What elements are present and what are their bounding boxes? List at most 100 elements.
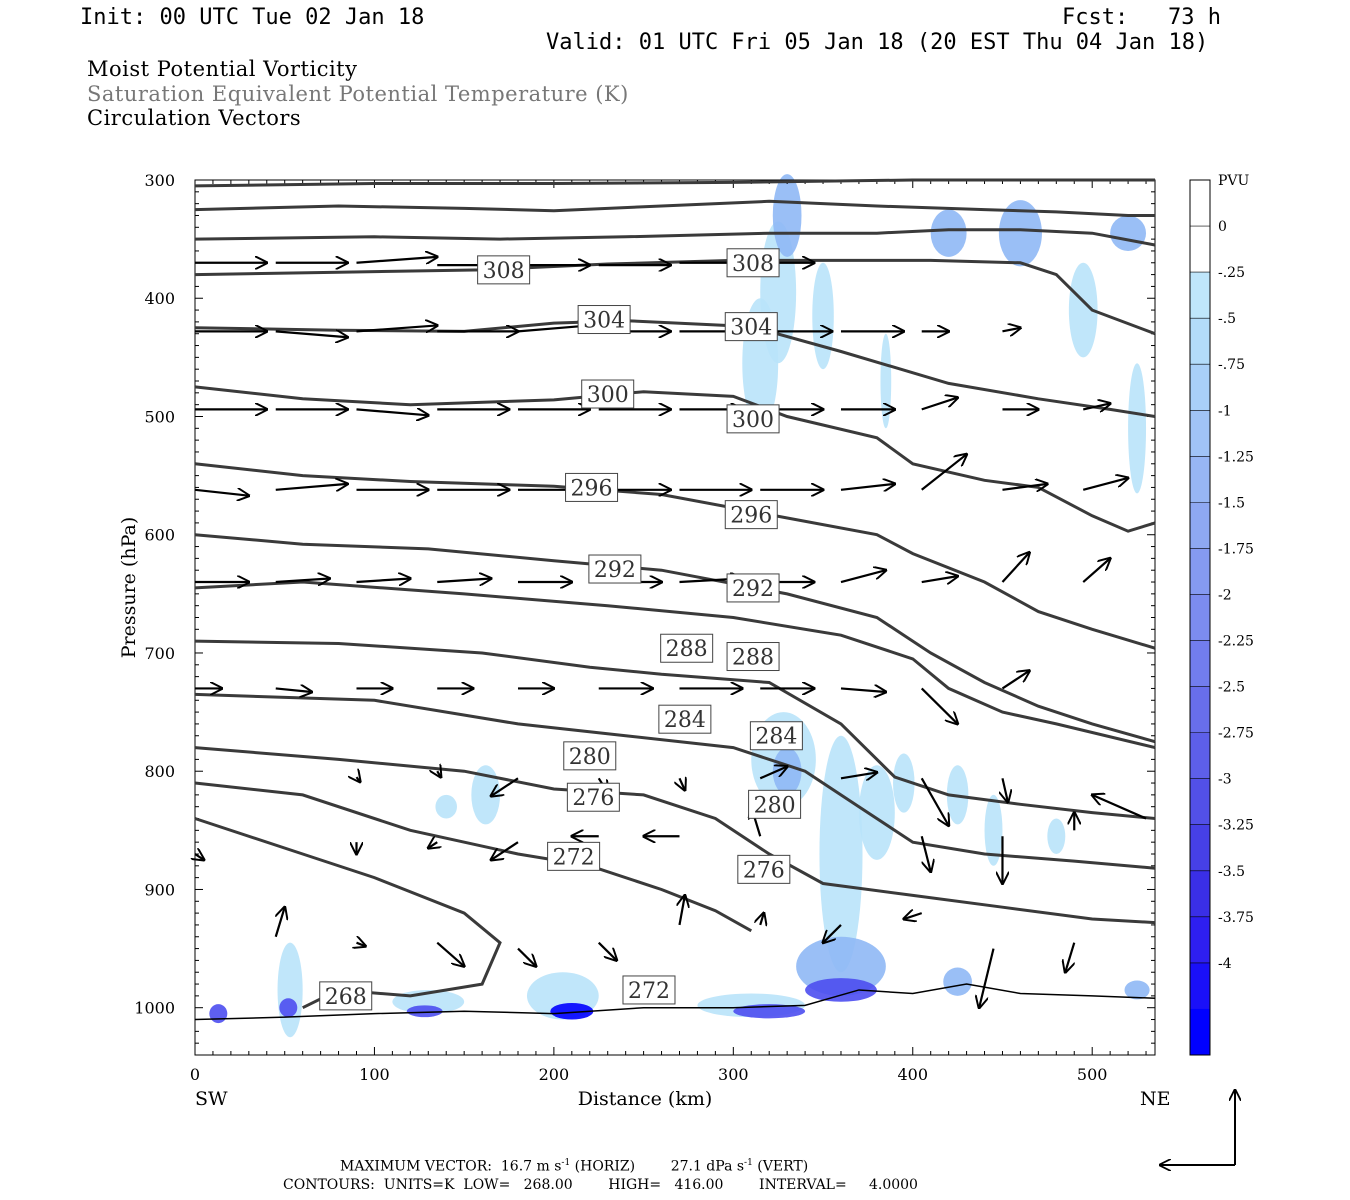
colorbar-segment-6 bbox=[1190, 456, 1210, 503]
circulation-vector-51 bbox=[840, 570, 886, 584]
contour-label-276: 276 bbox=[572, 786, 614, 811]
contour-label-308: 308 bbox=[732, 252, 774, 277]
circulation-vector-45 bbox=[356, 578, 410, 582]
contour-label-300: 300 bbox=[732, 408, 774, 433]
colorbar-label: -3.75 bbox=[1218, 910, 1254, 926]
colorbar-segment-10 bbox=[1190, 640, 1210, 688]
circulation-vector-94 bbox=[904, 913, 923, 919]
field-title-thetaes: Saturation Equivalent Potential Temperat… bbox=[87, 82, 629, 106]
colorbar-segment-3 bbox=[1190, 318, 1210, 365]
forecast-hour: Fcst: 73 h bbox=[1062, 5, 1221, 30]
x-tick-label: 200 bbox=[539, 1065, 570, 1084]
contour-label-box-19 bbox=[622, 975, 676, 1005]
contour-label-box-10 bbox=[660, 633, 714, 663]
circulation-vector-2 bbox=[356, 257, 437, 263]
pv-shade-15 bbox=[858, 765, 895, 860]
isentrope-304-3 bbox=[194, 258, 1156, 336]
colorbar-label: -2.25 bbox=[1218, 634, 1254, 650]
contour-label-288: 288 bbox=[666, 637, 708, 662]
pv-shade-23 bbox=[279, 998, 298, 1018]
isentrope-296-5 bbox=[194, 385, 1156, 533]
circulation-vector-30 bbox=[1082, 403, 1110, 409]
circulation-vector-70 bbox=[679, 778, 684, 790]
colorbar-segment-9 bbox=[1190, 594, 1210, 642]
circulation-vector-31 bbox=[194, 490, 249, 496]
y-tick-label: 500 bbox=[144, 407, 175, 426]
colorbar-label: -2.5 bbox=[1218, 680, 1245, 696]
circulation-vector-87 bbox=[356, 943, 365, 947]
terrain-line bbox=[194, 983, 1156, 1021]
colorbar-label: -.5 bbox=[1218, 311, 1236, 327]
colorbar-segment-18 bbox=[1190, 1008, 1210, 1056]
y-axis-title: Pressure (hPa) bbox=[118, 517, 140, 659]
circulation-vector-42 bbox=[1082, 478, 1128, 491]
isentrope-276-11 bbox=[194, 746, 1156, 925]
contour-label-284: 284 bbox=[755, 725, 797, 750]
pv-shade-4 bbox=[880, 333, 892, 429]
contour-label-box-11 bbox=[726, 642, 780, 672]
circulation-vector-89 bbox=[517, 947, 536, 967]
circulation-vector-93 bbox=[823, 924, 842, 943]
isentrope-312-0 bbox=[194, 178, 1155, 188]
circulation-vector-18 bbox=[1002, 328, 1020, 332]
y-tick-label: 1000 bbox=[134, 999, 175, 1018]
isentrope-280-10 bbox=[194, 692, 1156, 870]
circulation-vector-73 bbox=[920, 777, 949, 825]
circulation-vector-67 bbox=[437, 771, 441, 777]
pv-shade-27 bbox=[406, 1005, 443, 1018]
circulation-vector-86 bbox=[274, 907, 285, 938]
contour-label-box-15 bbox=[748, 789, 802, 819]
y-tick-label: 600 bbox=[144, 526, 175, 545]
contour-label-296: 296 bbox=[730, 504, 772, 529]
contour-label-272: 272 bbox=[628, 979, 670, 1004]
circulation-vector-21 bbox=[356, 409, 428, 415]
isentrope-288-7 bbox=[194, 533, 1156, 744]
x-tick-label: 500 bbox=[1077, 1065, 1108, 1084]
colorbar-label: -1.25 bbox=[1218, 449, 1254, 465]
colorbar-segment-8 bbox=[1190, 548, 1210, 595]
y-tick-label: 400 bbox=[144, 289, 175, 308]
colorbar-segment-14 bbox=[1190, 824, 1210, 872]
pv-shade-22 bbox=[277, 942, 303, 1038]
contour-label-box-13 bbox=[749, 721, 803, 751]
circulation-vector-71 bbox=[759, 766, 787, 780]
contour-label-276: 276 bbox=[743, 858, 785, 883]
contour-label-280: 280 bbox=[754, 793, 796, 818]
circulation-vector-68 bbox=[491, 777, 519, 796]
circulation-vector-75 bbox=[1092, 795, 1147, 820]
contour-label-box-6 bbox=[565, 472, 619, 502]
isentrope-268-13 bbox=[194, 817, 502, 1010]
plot-frame bbox=[194, 179, 1156, 1056]
colorbar-segment-4 bbox=[1190, 364, 1210, 411]
circulation-vector-74 bbox=[1002, 778, 1007, 802]
circulation-vector-76 bbox=[195, 854, 204, 860]
colorbar-segment-11 bbox=[1190, 686, 1210, 734]
pv-shade-3 bbox=[812, 262, 834, 370]
circulation-vector-32 bbox=[275, 484, 348, 490]
circulation-vector-44 bbox=[275, 578, 330, 582]
circulation-vector-10 bbox=[356, 325, 437, 331]
contour-label-box-14 bbox=[563, 741, 617, 771]
colorbar-segment-17 bbox=[1190, 962, 1210, 1010]
colorbar-segment-16 bbox=[1190, 916, 1210, 964]
colorbar-label: -4 bbox=[1218, 956, 1232, 972]
y-tick-label: 900 bbox=[144, 880, 175, 899]
pv-shade-9 bbox=[1068, 262, 1098, 358]
circulation-vector-72 bbox=[840, 772, 877, 778]
pv-shade-31 bbox=[209, 1004, 228, 1024]
init-time: Init: 00 UTC Tue 02 Jan 18 bbox=[80, 5, 425, 30]
pv-shade-20 bbox=[471, 765, 501, 825]
circulation-vector-40 bbox=[921, 454, 967, 491]
contour-label-292: 292 bbox=[732, 577, 774, 602]
colorbar-label: -.25 bbox=[1218, 265, 1245, 281]
x-end-label-ne: NE bbox=[1140, 1088, 1171, 1110]
circulation-vector-91 bbox=[679, 895, 684, 926]
circulation-vector-79 bbox=[491, 841, 519, 860]
contour-label-box-20 bbox=[319, 981, 373, 1011]
pv-shade-12 bbox=[805, 978, 877, 1002]
contour-label-284: 284 bbox=[664, 708, 706, 733]
pv-shade-25 bbox=[550, 1002, 594, 1020]
x-tick-label: 400 bbox=[897, 1065, 928, 1084]
pv-shade-5 bbox=[930, 209, 967, 257]
isentrope-288-8 bbox=[194, 580, 1156, 750]
